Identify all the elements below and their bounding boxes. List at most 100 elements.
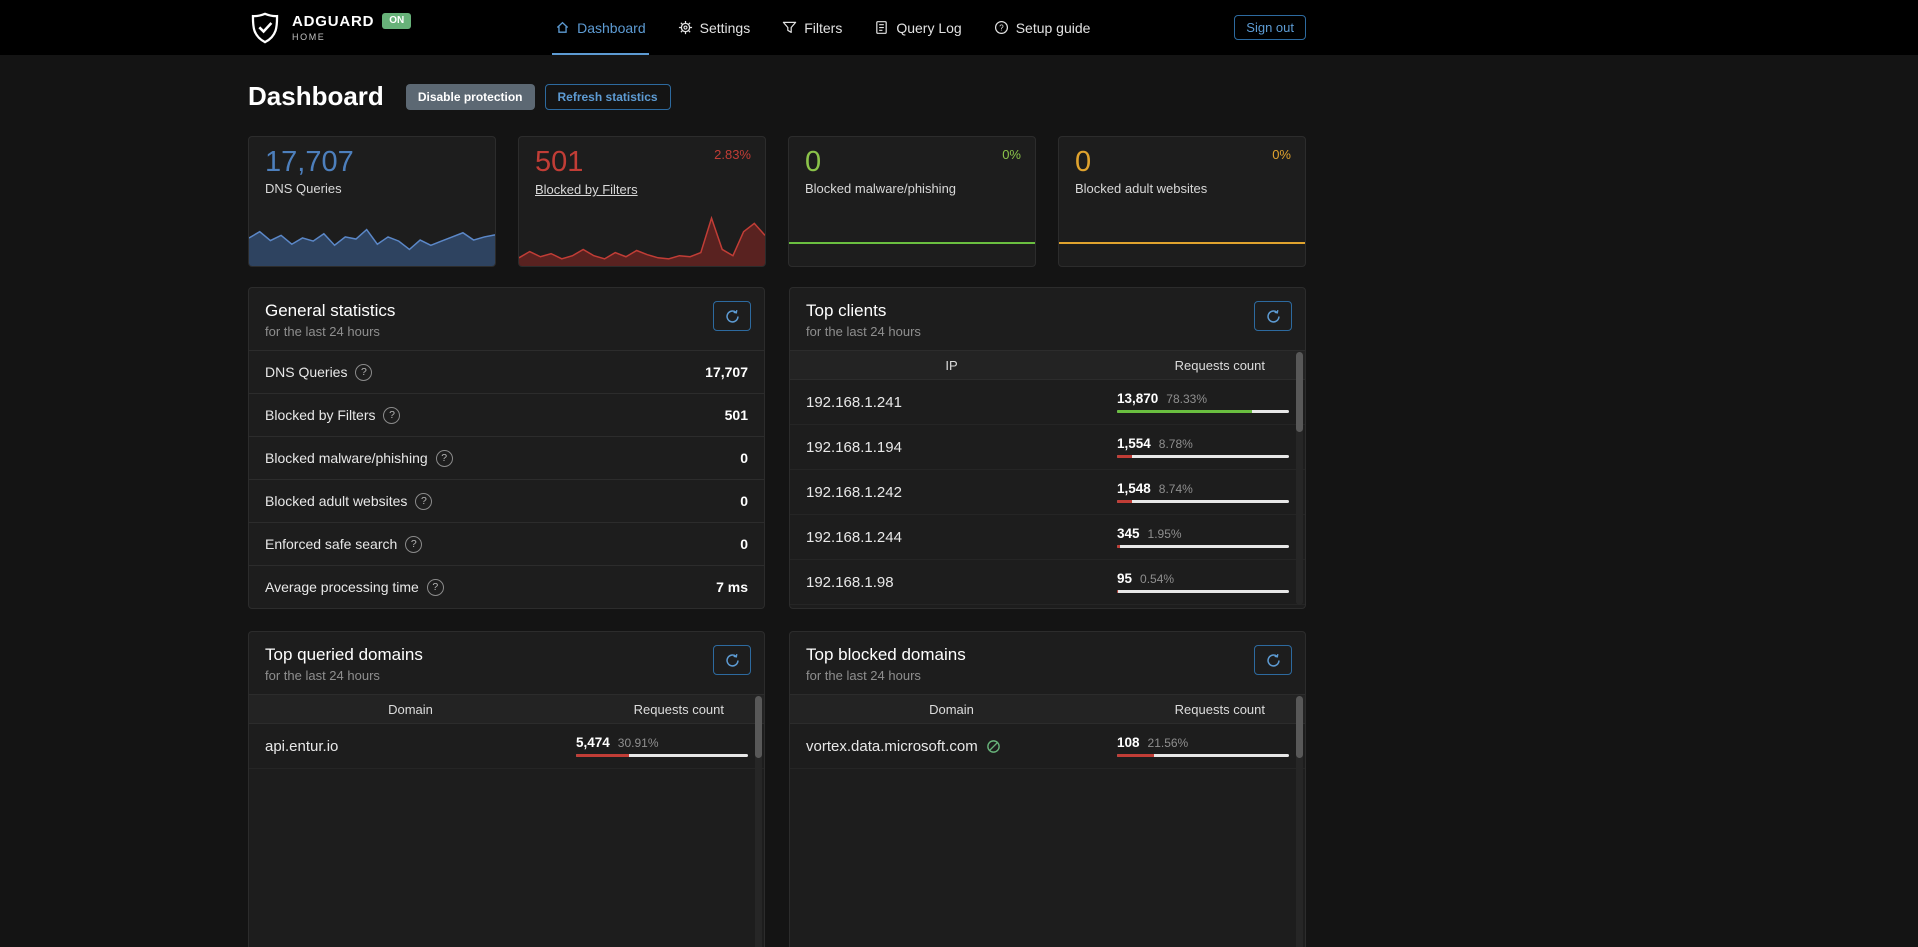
count-value: 108 [1117, 735, 1140, 750]
help-icon[interactable]: ? [383, 406, 401, 424]
progress-bar [1117, 500, 1289, 503]
general-statistics-title: General statistics [265, 301, 396, 320]
blocked-filters-value: 501 [535, 146, 584, 178]
general-statistics-subtitle: for the last 24 hours [265, 324, 380, 339]
client-ip[interactable]: 192.168.1.98 [806, 573, 894, 591]
progress-bar [1117, 754, 1289, 757]
progress-bar [1117, 545, 1289, 548]
top-clients-card: Top clients for the last 24 hours IP Req… [789, 287, 1306, 609]
client-ip[interactable]: 192.168.1.194 [806, 438, 902, 456]
queried-domain[interactable]: api.entur.io [265, 737, 339, 755]
refresh-top-blocked-button[interactable] [1254, 645, 1292, 675]
blocked-malware-percent: 0% [1002, 147, 1021, 162]
scrollbar-thumb[interactable] [755, 696, 762, 758]
blocked-adult-label: Blocked adult websites [1075, 181, 1208, 197]
nav-query-log[interactable]: Query Log [871, 0, 964, 55]
column-header-domain: Domain [388, 701, 433, 717]
scrollbar-thumb[interactable] [1296, 696, 1303, 758]
table-row: 192.168.1.98 95 0.54% [790, 560, 1305, 605]
blocked-domain[interactable]: vortex.data.microsoft.com [790, 738, 1117, 755]
stat-row-blocked-filters: Blocked by Filters? 501 [249, 393, 764, 436]
blocked-adult-value: 0 [1075, 146, 1092, 178]
scrollbar-thumb[interactable] [1296, 352, 1303, 432]
scrollbar[interactable] [1296, 352, 1303, 605]
requests-count-cell: 13,870 78.33% [1117, 391, 1289, 413]
count-value: 1,548 [1117, 481, 1151, 496]
count-percent: 30.91% [617, 736, 659, 750]
column-header-requests: Requests count [1174, 357, 1265, 373]
count-value: 345 [1117, 526, 1140, 541]
refresh-top-queried-button[interactable] [713, 645, 751, 675]
row-label: Average processing time [265, 579, 419, 595]
stat-cards-row: 17,707 DNS Queries 2.83% 501 Blocked by … [248, 136, 1306, 267]
client-ip[interactable]: 192.168.1.241 [806, 393, 902, 411]
row-label: Blocked malware/phishing [265, 450, 428, 466]
requests-count-cell: 1,548 8.74% [1117, 481, 1289, 503]
blocked-by-filters-link[interactable]: Blocked by Filters [535, 182, 638, 198]
refresh-icon [1266, 653, 1281, 668]
top-queried-title: Top queried domains [265, 645, 423, 664]
scrollbar[interactable] [755, 696, 762, 947]
adguard-home-logo[interactable]: ADGUARD ON HOME [248, 11, 412, 45]
progress-bar [1117, 455, 1289, 458]
top-blocked-title: Top blocked domains [806, 645, 966, 664]
column-header-requests: Requests count [1174, 701, 1265, 717]
dns-queries-sparkline [249, 208, 495, 266]
nav-filters-label: Filters [804, 19, 843, 36]
progress-bar-fill [1117, 500, 1133, 503]
nav-dashboard[interactable]: Dashboard [552, 0, 649, 55]
refresh-top-clients-button[interactable] [1254, 301, 1292, 331]
help-icon[interactable]: ? [435, 449, 453, 467]
count-percent: 78.33% [1166, 392, 1207, 406]
protection-status-badge: ON [382, 13, 412, 29]
row-value: 0 [740, 536, 748, 552]
stat-card-blocked-malware: 0% 0 Blocked malware/phishing [788, 136, 1036, 267]
row-label: DNS Queries [265, 364, 348, 380]
client-ip[interactable]: 192.168.1.242 [806, 483, 902, 501]
row-label: Blocked by Filters [265, 407, 376, 423]
table-row: 192.168.1.241 13,870 78.33% [790, 380, 1305, 425]
help-icon[interactable]: ? [405, 535, 423, 553]
gear-icon [678, 20, 693, 35]
stat-card-dns-queries: 17,707 DNS Queries [248, 136, 496, 267]
count-percent: 21.56% [1147, 736, 1189, 750]
top-blocked-subtitle: for the last 24 hours [806, 668, 921, 683]
middle-grid: General statistics for the last 24 hours… [248, 287, 1306, 609]
refresh-icon [1266, 309, 1281, 324]
requests-count-cell: 108 21.56% [1117, 735, 1289, 757]
stat-row-safe-search: Enforced safe search? 0 [249, 522, 764, 565]
table-header: Domain Requests count [790, 694, 1305, 724]
progress-bar-fill [1117, 545, 1121, 548]
row-value: 0 [740, 493, 748, 509]
refresh-general-statistics-button[interactable] [713, 301, 751, 331]
nav-setup-guide[interactable]: ? Setup guide [991, 0, 1094, 55]
svg-text:?: ? [999, 23, 1004, 32]
top-queried-domains-card: Top queried domains for the last 24 hour… [248, 631, 765, 947]
blocked-malware-value: 0 [805, 146, 822, 178]
unblock-icon[interactable] [986, 739, 1001, 754]
help-icon[interactable]: ? [415, 492, 433, 510]
general-statistics-card: General statistics for the last 24 hours… [248, 287, 765, 609]
stat-card-blocked-filters: 2.83% 501 Blocked by Filters [518, 136, 766, 267]
dashboard-icon [555, 20, 570, 35]
refresh-statistics-button[interactable]: Refresh statistics [544, 83, 671, 110]
page-title: Dashboard [248, 81, 384, 111]
client-ip[interactable]: 192.168.1.244 [806, 528, 902, 546]
help-icon[interactable]: ? [355, 363, 373, 381]
count-value: 1,554 [1117, 436, 1151, 451]
help-icon[interactable]: ? [426, 578, 444, 596]
table-row: api.entur.io 5,474 30.91% [249, 724, 764, 769]
row-value: 501 [724, 407, 748, 423]
sign-out-button[interactable]: Sign out [1234, 15, 1306, 40]
nav-settings[interactable]: Settings [675, 0, 754, 55]
navbar: ADGUARD ON HOME Dashboard [0, 0, 1918, 55]
progress-bar [1117, 410, 1289, 413]
disable-protection-button[interactable]: Disable protection [405, 83, 535, 110]
main-content: Dashboard Disable protection Refresh sta… [248, 55, 1306, 947]
stat-row-dns-queries: DNS Queries? 17,707 [249, 350, 764, 393]
card-header: General statistics for the last 24 hours [249, 288, 764, 350]
nav-filters[interactable]: Filters [779, 0, 845, 55]
count-percent: 8.78% [1158, 437, 1193, 451]
scrollbar[interactable] [1296, 696, 1303, 947]
top-blocked-domains-card: Top blocked domains for the last 24 hour… [789, 631, 1306, 947]
